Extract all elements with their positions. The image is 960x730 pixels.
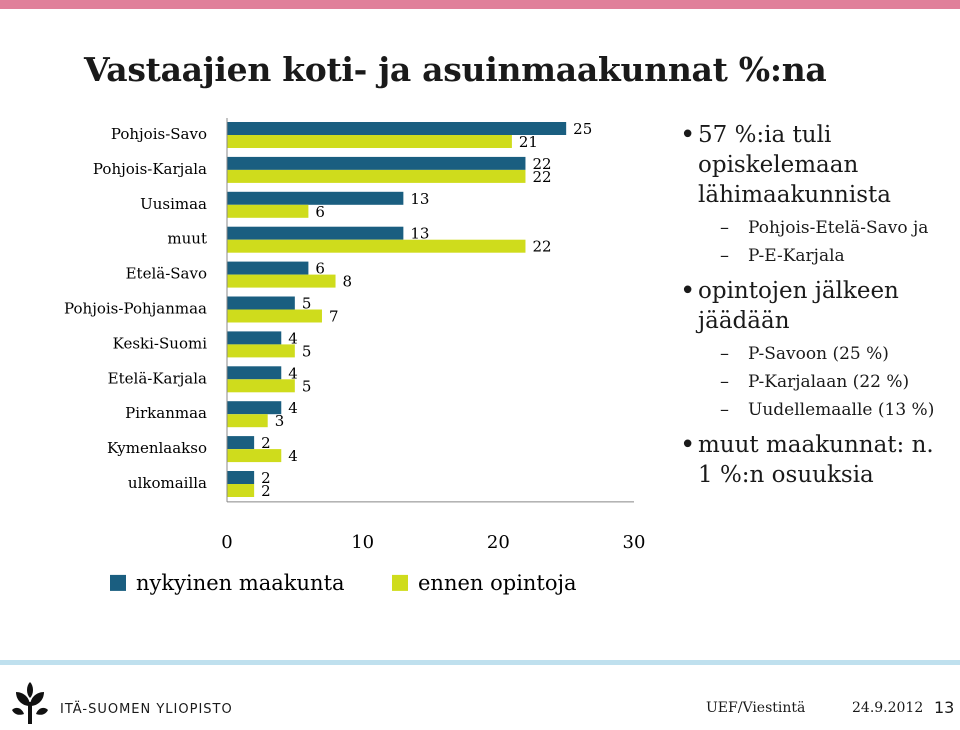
- bullet-item: • muut maakunnat: n. 1 %:n osuuksia: [680, 430, 950, 490]
- data-label: 2: [261, 469, 271, 487]
- sub-text: P-Savoon (25 %): [748, 344, 889, 364]
- sub-dash: –: [720, 343, 729, 364]
- top-accent-line: [0, 0, 960, 9]
- bar: [227, 122, 567, 135]
- sub-item: – Pohjois-Etelä-Savo ja: [720, 216, 950, 240]
- bar: [227, 191, 404, 205]
- bar: [227, 239, 526, 253]
- bar: [227, 204, 309, 218]
- legend-swatch: [392, 574, 408, 591]
- sub-list: – P-Savoon (25 %) – P-Karjalaan (22 %) –…: [720, 342, 950, 422]
- data-label: 4: [288, 364, 298, 382]
- bar: [227, 156, 526, 170]
- sub-dash: –: [720, 217, 729, 238]
- sub-dash: –: [720, 399, 729, 420]
- footer-date: 24.9.2012: [852, 700, 924, 716]
- category-label: Pohjois-Karjala: [93, 160, 207, 178]
- bar: [227, 484, 255, 497]
- bar: [227, 226, 404, 240]
- sub-dash: –: [720, 245, 729, 266]
- page-number: 13: [934, 698, 955, 717]
- sub-list: – Pohjois-Etelä-Savo ja – P-E-Karjala: [720, 216, 950, 268]
- bar: [227, 309, 322, 323]
- bullet-list: • 57 %:ia tuli opiskelemaan lähimaakunni…: [680, 120, 950, 496]
- data-label: 4: [288, 329, 298, 347]
- data-label: 2: [261, 482, 271, 500]
- category-label: ulkomailla: [128, 474, 207, 492]
- bar: [227, 366, 282, 380]
- category-label: muut: [167, 230, 207, 248]
- category-label: Pirkanmaa: [125, 404, 207, 422]
- bar: [227, 379, 295, 393]
- bullet-item: • 57 %:ia tuli opiskelemaan lähimaakunni…: [680, 120, 950, 210]
- bar: [227, 135, 512, 148]
- slide-title: Vastaajien koti- ja asuinmaakunnat %:na: [84, 50, 827, 89]
- bullet-text: muut maakunnat: n. 1 %:n osuuksia: [698, 432, 934, 488]
- x-tick-label: 0: [221, 532, 232, 553]
- data-label: 22: [532, 168, 551, 186]
- data-label: 4: [288, 447, 298, 465]
- sub-dash: –: [720, 371, 729, 392]
- bullet-text: opintojen jälkeen jäädään: [698, 278, 899, 334]
- category-label: Pohjois-Pohjanmaa: [64, 300, 207, 318]
- bullet-item: • opintojen jälkeen jäädään: [680, 276, 950, 336]
- data-label: 8: [343, 273, 353, 291]
- bullet-text: 57 %:ia tuli opiskelemaan lähimaakunnist…: [698, 122, 891, 208]
- data-label: 5: [302, 377, 312, 395]
- sub-text: Pohjois-Etelä-Savo ja: [748, 218, 929, 238]
- legend-label: ennen opintoja: [418, 571, 577, 595]
- category-label: Uusimaa: [140, 195, 207, 213]
- sub-item: – P-E-Karjala: [720, 244, 950, 268]
- data-label: 13: [410, 225, 429, 243]
- bar: [227, 401, 282, 415]
- category-label: Pohjois-Savo: [111, 125, 207, 143]
- bullet-dot: •: [680, 120, 696, 150]
- data-label: 4: [288, 399, 298, 417]
- bar: [227, 449, 282, 463]
- category-label: Keski-Suomi: [113, 334, 208, 352]
- data-label: 25: [573, 120, 592, 138]
- bar: [227, 331, 282, 345]
- legend-swatch: [110, 574, 126, 591]
- category-label: Etelä-Karjala: [108, 369, 207, 387]
- x-tick-label: 30: [623, 532, 646, 553]
- data-label: 7: [329, 308, 339, 326]
- x-tick-label: 20: [487, 532, 510, 553]
- data-label: 3: [275, 412, 285, 430]
- bullet-dot: •: [680, 276, 696, 306]
- bar: [227, 296, 295, 310]
- data-label: 5: [302, 295, 312, 313]
- bar: [227, 274, 336, 288]
- bar: [227, 169, 526, 183]
- data-label: 6: [315, 260, 325, 278]
- university-name: ITÄ-SUOMEN YLIOPISTO: [60, 702, 233, 717]
- data-label: 22: [532, 238, 551, 256]
- sub-item: – Uudellemaalle (13 %): [720, 398, 950, 422]
- footer-source: UEF/Viestintä: [706, 700, 806, 716]
- category-label: Kymenlaakso: [107, 439, 207, 457]
- data-label: 13: [410, 190, 429, 208]
- x-tick-label: 10: [351, 532, 374, 553]
- footer-band: [0, 660, 960, 665]
- sub-text: Uudellemaalle (13 %): [748, 400, 935, 420]
- category-label: Etelä-Savo: [126, 265, 207, 283]
- university-logo-icon: [12, 682, 48, 724]
- bar: [227, 471, 255, 484]
- data-label: 6: [315, 203, 325, 221]
- data-label: 22: [532, 155, 551, 173]
- sub-item: – P-Savoon (25 %): [720, 342, 950, 366]
- legend-label: nykyinen maakunta: [136, 571, 345, 595]
- bar: [227, 261, 309, 275]
- data-label: 2: [261, 434, 271, 452]
- sub-text: P-Karjalaan (22 %): [748, 372, 910, 392]
- sub-text: P-E-Karjala: [748, 246, 845, 266]
- sub-item: – P-Karjalaan (22 %): [720, 370, 950, 394]
- data-label: 21: [519, 133, 538, 151]
- bar: [227, 344, 295, 358]
- data-label: 5: [302, 342, 312, 360]
- bar: [227, 414, 268, 428]
- bar: [227, 436, 255, 450]
- bullet-dot: •: [680, 430, 696, 460]
